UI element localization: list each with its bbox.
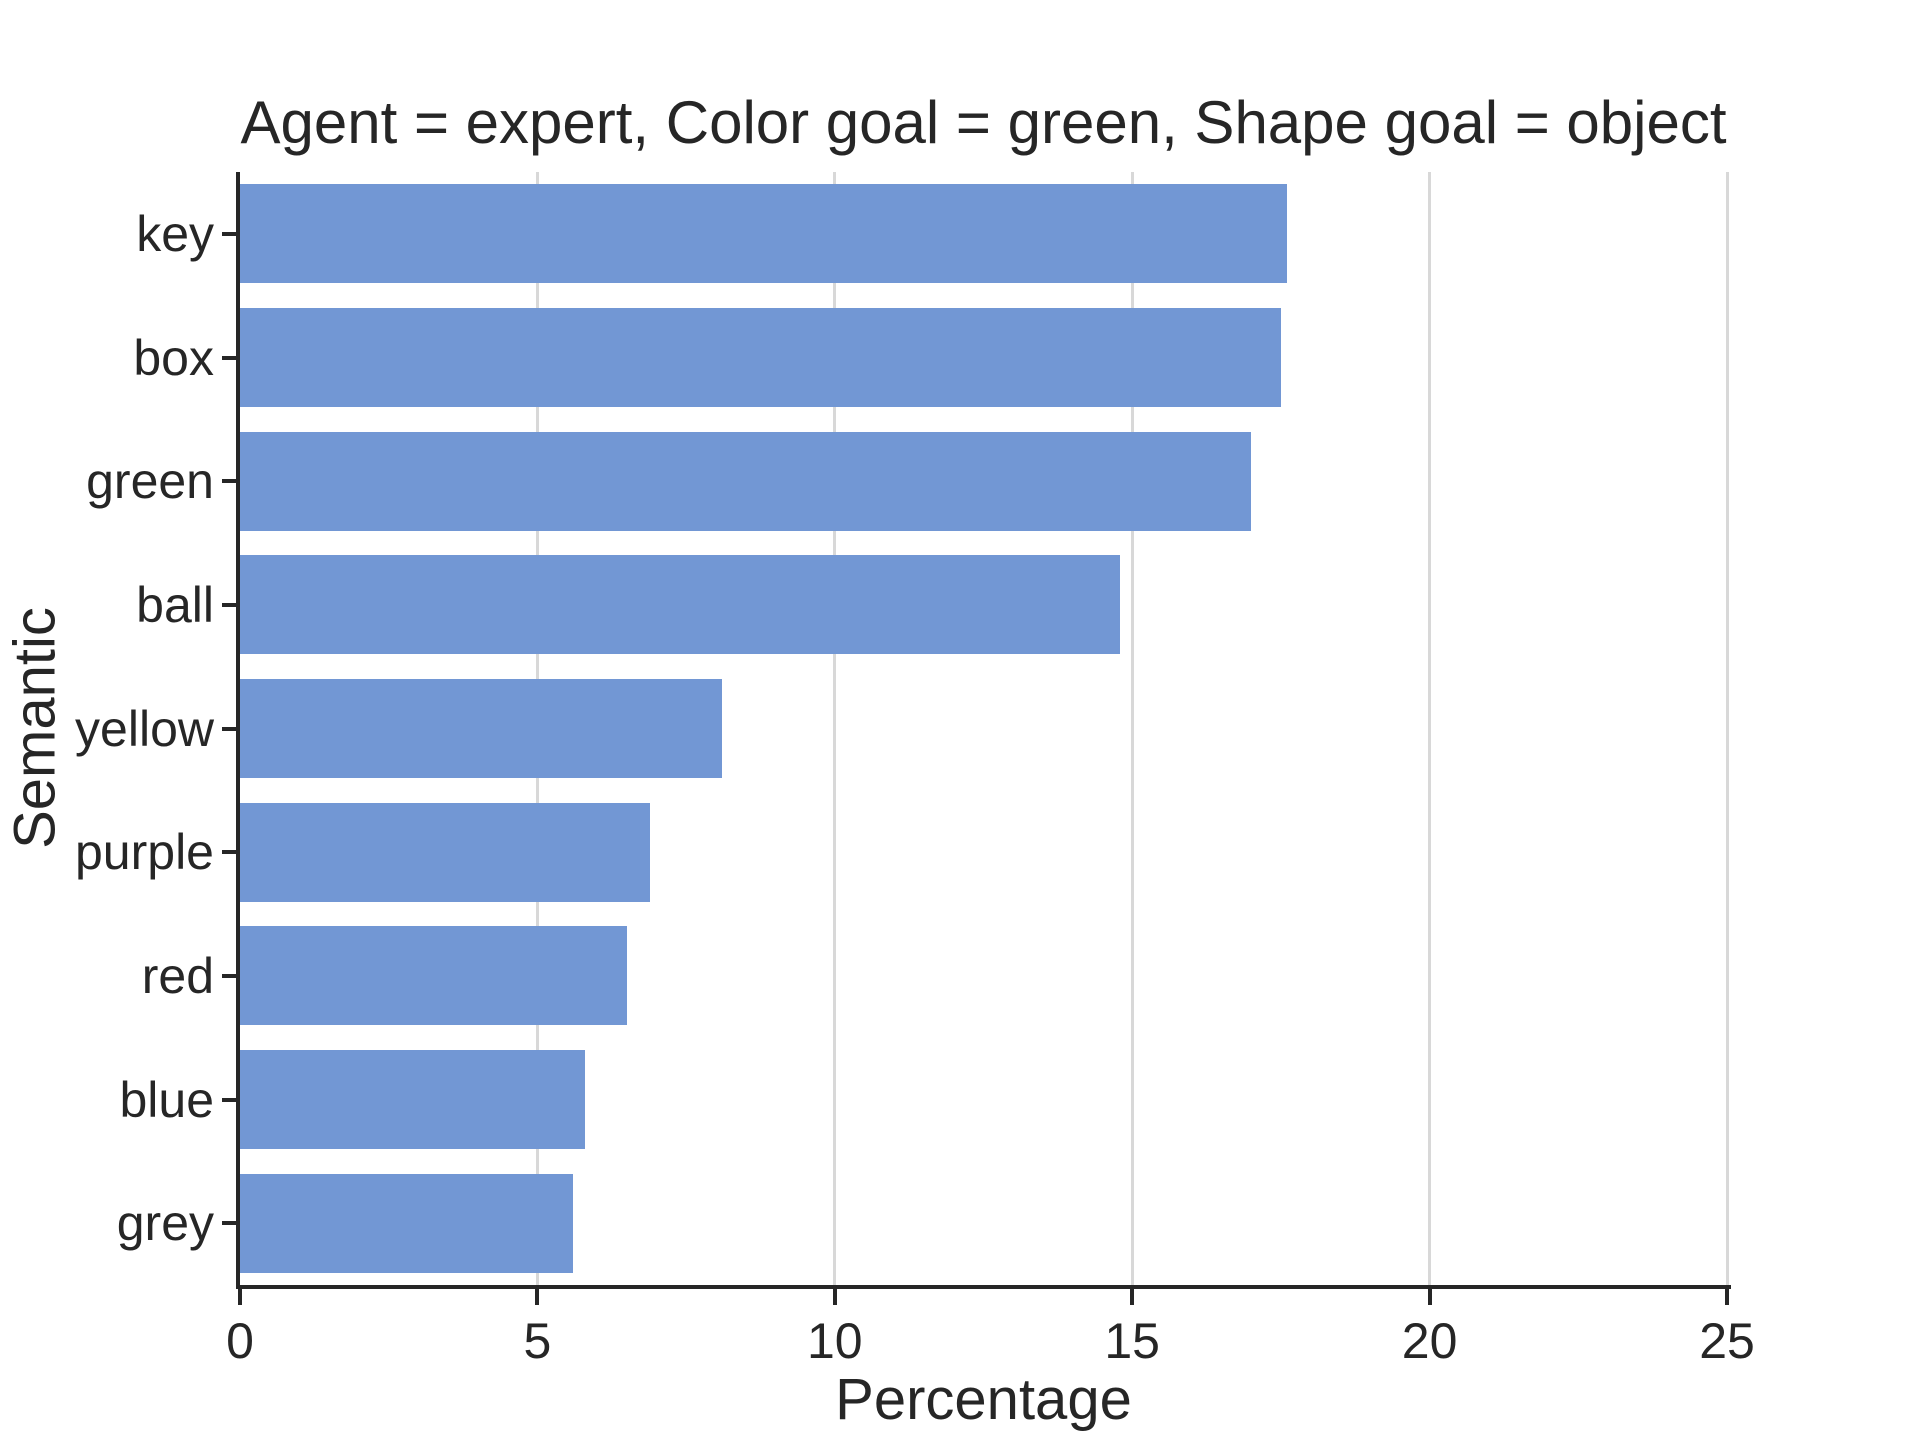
- category-label-red: red: [141, 947, 214, 1004]
- chart-title: Agent = expert, Color goal = green, Shap…: [240, 89, 1727, 156]
- category-label-key: key: [136, 205, 214, 262]
- x-tick-label: 5: [523, 1313, 552, 1369]
- category-label-ball: ball: [136, 576, 214, 633]
- x-tick: [1725, 1289, 1729, 1305]
- x-tick-label: 10: [806, 1313, 863, 1369]
- x-tick-label: 20: [1401, 1313, 1458, 1369]
- bar-blue: [240, 1050, 585, 1149]
- bar-green: [240, 431, 1252, 531]
- category-label-yellow: yellow: [75, 700, 214, 757]
- x-tick: [1130, 1289, 1135, 1305]
- x-tick-label: 0: [226, 1313, 254, 1369]
- x-axis-label: Percentage: [835, 1367, 1132, 1432]
- y-axis-spine: [236, 172, 240, 1289]
- y-tick: [222, 1221, 240, 1226]
- x-axis-spine: [236, 1285, 1731, 1289]
- bar-yellow: [240, 679, 722, 778]
- bar-red: [240, 926, 627, 1026]
- gridline: [1130, 172, 1134, 1285]
- gridline: [1725, 172, 1729, 1285]
- category-label-grey: grey: [116, 1195, 214, 1252]
- category-label-purple: purple: [75, 824, 214, 881]
- category-label-blue: blue: [119, 1071, 214, 1128]
- bar-box: [240, 308, 1281, 407]
- bar-purple: [240, 802, 651, 902]
- x-tick: [1427, 1289, 1432, 1305]
- y-tick: [222, 231, 240, 236]
- y-tick: [222, 602, 240, 607]
- bar-ball: [240, 555, 1121, 655]
- x-tick: [238, 1289, 242, 1305]
- y-tick: [222, 973, 240, 978]
- y-tick: [222, 726, 240, 731]
- x-tick-label: 15: [1104, 1313, 1160, 1369]
- y-tick: [222, 1097, 240, 1102]
- y-tick: [222, 355, 240, 360]
- category-label-green: green: [86, 453, 214, 510]
- x-tick-label: 25: [1699, 1313, 1755, 1369]
- bar-key: [240, 184, 1287, 284]
- bar-grey: [240, 1173, 574, 1273]
- y-tick: [222, 479, 240, 484]
- gridline: [833, 172, 837, 1285]
- gridline: [1428, 172, 1432, 1285]
- x-tick: [535, 1289, 540, 1305]
- x-tick: [832, 1289, 837, 1305]
- y-tick: [222, 850, 240, 855]
- category-label-box: box: [133, 329, 214, 386]
- plot-area: [240, 172, 1729, 1285]
